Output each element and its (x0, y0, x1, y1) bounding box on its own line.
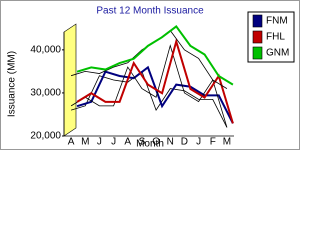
series-shadow (70, 70, 228, 128)
legend-label: FNM (266, 16, 288, 27)
x-tick-label: J (111, 137, 116, 148)
chart-title: Past 12 Month Issuance (96, 6, 204, 17)
y-tick-label: 40,000 (30, 44, 61, 55)
legend-swatch (252, 46, 263, 60)
y-axis-label: Issuance (MM) (7, 51, 18, 117)
x-tick-label: S (139, 137, 146, 148)
plot-wall (63, 23, 77, 137)
x-tick-label: J (196, 137, 201, 148)
series-line (76, 25, 234, 86)
x-tick-label: J (97, 137, 102, 148)
x-tick-label: A (124, 137, 131, 148)
x-tick-label: M (223, 137, 231, 148)
x-tick-label: M (81, 137, 89, 148)
legend-swatch (252, 14, 263, 28)
y-tick-label: 30,000 (30, 88, 61, 99)
x-tick-label: D (181, 137, 188, 148)
x-tick-label: A (68, 137, 75, 148)
y-tick-label: 20,000 (30, 131, 61, 142)
series-shadow (70, 44, 228, 128)
legend-label: FHL (266, 32, 285, 43)
legend-swatch (252, 30, 263, 44)
series-line (76, 37, 234, 124)
legend-label: GNM (266, 48, 289, 59)
x-axis-label: Month (136, 139, 164, 150)
x-tick-label: O (152, 137, 160, 148)
x-tick-label: N (167, 137, 174, 148)
chart: Past 12 Month Issuance Month Issuance (M… (0, 0, 300, 150)
x-tick-label: F (210, 137, 216, 148)
